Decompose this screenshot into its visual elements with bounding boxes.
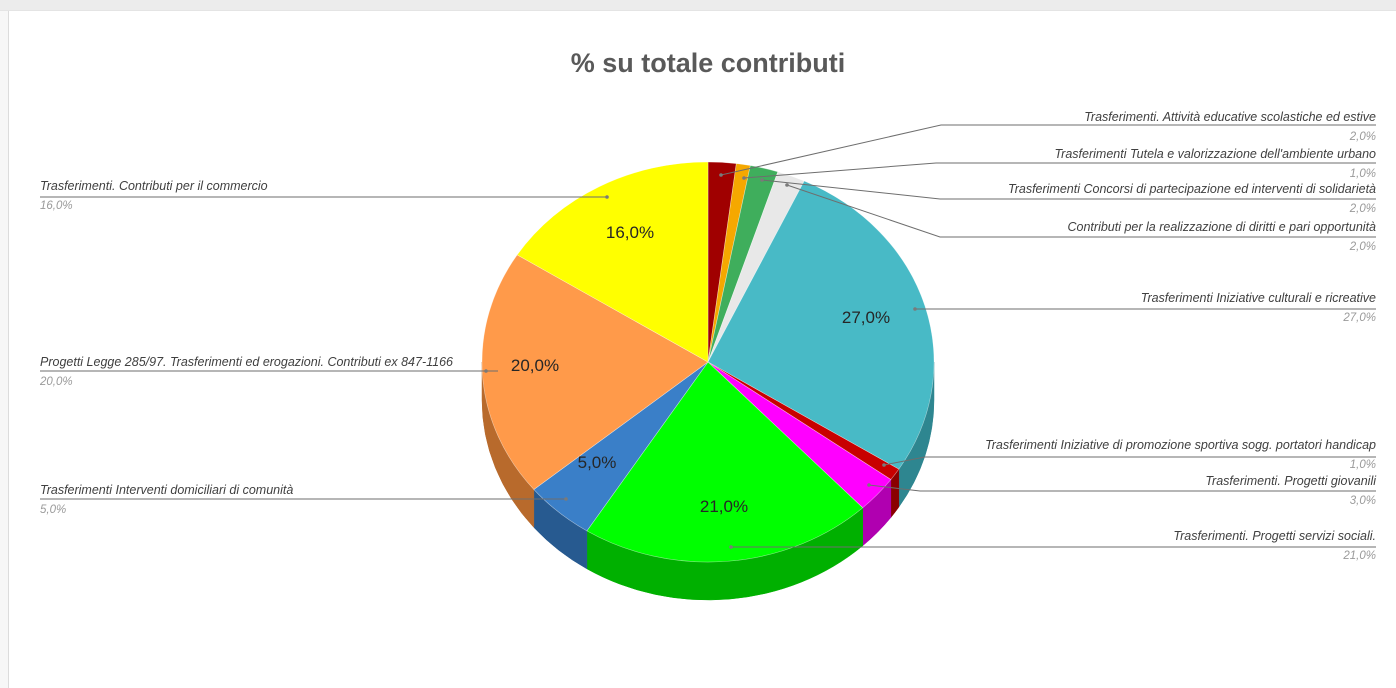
leader-dot-7 [867,483,871,487]
category-percent-6: 1,0% [1350,459,1376,471]
category-percent-3: 2,0% [1349,203,1376,215]
data-label-10: 20,0% [511,356,559,375]
data-label-5: 27,0% [842,308,890,327]
data-label-11: 16,0% [606,223,654,242]
category-label-1: Trasferimenti. Attività educative scolas… [1084,110,1376,124]
pie-slice-8 [586,361,864,563]
category-percent-5: 27,0% [1342,312,1376,324]
pie-slice-11 [516,161,709,363]
category-percent-10: 20,0% [39,376,73,388]
category-percent-4: 2,0% [1349,241,1376,253]
category-label-7: Trasferimenti. Progetti giovanili [1205,474,1377,488]
leader-line-3 [761,179,1376,200]
leader-dot-8 [729,545,733,549]
leader-line-7 [868,484,1376,492]
category-label-4: Contributi per la realizzazione di dirit… [1068,220,1377,234]
chart-title: % su totale contributi [570,48,846,78]
category-percent-8: 21,0% [1342,550,1376,562]
leader-dot-2 [742,176,746,180]
leader-dot-4 [785,183,789,187]
category-label-3: Trasferimenti Concorsi di partecipazione… [1008,182,1376,196]
pie-slice-5 [707,180,935,470]
pie-slice-10 [481,254,709,490]
leader-dot-3 [760,178,764,182]
category-label-2: Trasferimenti Tutela e valorizzazione de… [1054,147,1376,161]
data-label-8: 21,0% [700,497,748,516]
leader-line-4 [786,184,1376,238]
leader-dot-10 [484,369,488,373]
leader-dot-11 [605,195,609,199]
pie-top [481,161,935,563]
leader-dot-5 [913,307,917,311]
leader-line-1 [720,124,1376,176]
category-percent-2: 1,0% [1350,168,1376,180]
category-label-5: Trasferimenti Iniziative culturali e ric… [1141,291,1376,305]
category-percent-9: 5,0% [40,504,66,516]
leader-dot-6 [882,463,886,467]
row-header-strip [0,11,9,688]
leader-line-2 [743,162,1376,179]
category-label-11: Trasferimenti. Contributi per il commerc… [40,179,268,193]
data-labels: 27,0% 21,0% 5,0% 20,0% 16,0% [511,223,890,516]
data-label-9: 5,0% [578,453,617,472]
category-percent-1: 2,0% [1349,131,1376,143]
category-label-9: Trasferimenti Interventi domiciliari di … [40,483,293,497]
category-percent-11: 16,0% [40,200,73,212]
category-label-6: Trasferimenti Iniziative di promozione s… [985,438,1376,452]
pie-side-walls [481,361,935,601]
leader-dot-1 [719,173,723,177]
leader-line-6 [883,456,1376,466]
category-label-8: Trasferimenti. Progetti servizi sociali. [1173,529,1376,543]
leader-dot-9 [564,497,568,501]
category-label-10: Progetti Legge 285/97. Trasferimenti ed … [40,355,453,369]
callout-labels: Trasferimenti. Attività educative scolas… [39,110,1377,562]
category-percent-7: 3,0% [1350,495,1376,507]
